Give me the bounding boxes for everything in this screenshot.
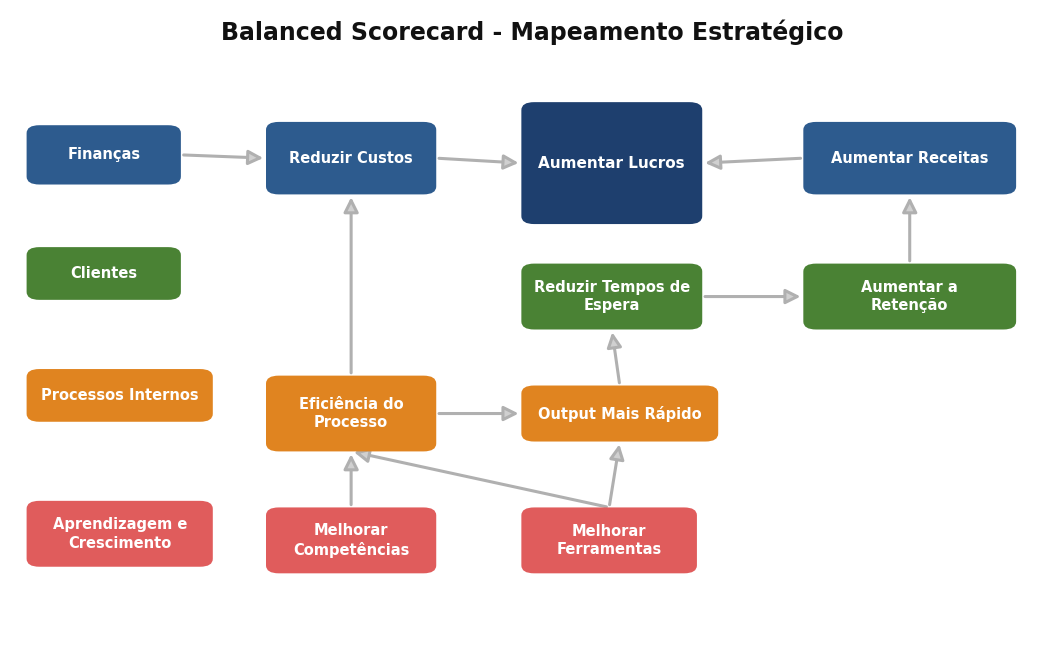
- FancyBboxPatch shape: [27, 369, 213, 422]
- Text: Melhorar
Competências: Melhorar Competências: [293, 523, 410, 558]
- Text: Clientes: Clientes: [70, 266, 137, 281]
- FancyBboxPatch shape: [27, 247, 181, 300]
- FancyBboxPatch shape: [266, 507, 436, 573]
- Text: Aumentar Lucros: Aumentar Lucros: [538, 156, 685, 171]
- Text: Eficiência do
Processo: Eficiência do Processo: [299, 397, 403, 430]
- FancyBboxPatch shape: [521, 386, 718, 442]
- Text: Finanças: Finanças: [67, 148, 140, 162]
- Text: Reduzir Tempos de
Espera: Reduzir Tempos de Espera: [534, 280, 689, 313]
- FancyBboxPatch shape: [803, 122, 1016, 194]
- FancyBboxPatch shape: [521, 507, 697, 573]
- Text: Aumentar Receitas: Aumentar Receitas: [831, 151, 988, 165]
- FancyBboxPatch shape: [521, 264, 702, 330]
- FancyBboxPatch shape: [803, 264, 1016, 330]
- Text: Balanced Scorecard - Mapeamento Estratégico: Balanced Scorecard - Mapeamento Estratég…: [220, 20, 844, 45]
- Text: Processos Internos: Processos Internos: [40, 388, 199, 403]
- Text: Melhorar
Ferramentas: Melhorar Ferramentas: [556, 524, 662, 557]
- Text: Aprendizagem e
Crescimento: Aprendizagem e Crescimento: [52, 517, 187, 550]
- FancyBboxPatch shape: [27, 501, 213, 567]
- Text: Output Mais Rápido: Output Mais Rápido: [538, 405, 701, 422]
- FancyBboxPatch shape: [27, 125, 181, 185]
- Text: Aumentar a
Retenção: Aumentar a Retenção: [862, 280, 958, 313]
- Text: Reduzir Custos: Reduzir Custos: [289, 151, 413, 165]
- FancyBboxPatch shape: [266, 122, 436, 194]
- FancyBboxPatch shape: [521, 102, 702, 224]
- FancyBboxPatch shape: [266, 376, 436, 451]
